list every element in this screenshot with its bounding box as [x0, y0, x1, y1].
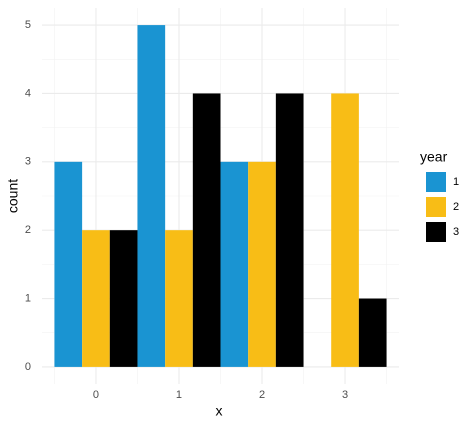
legend-label: 3: [453, 226, 459, 238]
legend-title: year: [420, 149, 448, 165]
y-tick-label: 1: [25, 292, 31, 304]
y-tick-label: 5: [25, 19, 31, 31]
x-tick-label: 3: [342, 389, 348, 401]
bar: [82, 230, 110, 367]
bar: [248, 161, 276, 367]
bar: [192, 93, 221, 367]
bar: [137, 25, 166, 367]
bar: [109, 230, 138, 367]
bar: [165, 230, 193, 367]
y-axis-title: count: [5, 179, 21, 213]
bar: [220, 161, 249, 367]
bar: [275, 93, 304, 367]
bar: [331, 93, 359, 367]
y-tick-label: 3: [25, 156, 31, 168]
x-tick-label: 0: [93, 389, 99, 401]
legend-key: [426, 172, 446, 192]
y-tick-label: 0: [25, 361, 31, 373]
bar: [54, 161, 83, 367]
legend-key: [426, 197, 446, 217]
legend-key: [426, 222, 446, 242]
y-tick-label: 4: [25, 87, 31, 99]
bar: [358, 298, 387, 367]
x-axis-title: x: [216, 403, 223, 419]
legend-label: 1: [453, 176, 459, 188]
y-tick-label: 2: [25, 224, 31, 236]
legend-label: 2: [453, 201, 459, 213]
x-tick-label: 2: [259, 389, 265, 401]
x-tick-label: 1: [176, 389, 182, 401]
